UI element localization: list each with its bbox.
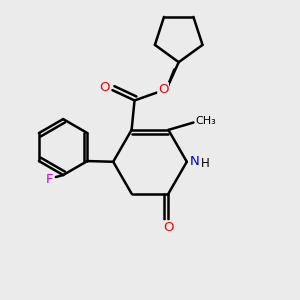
Text: F: F (46, 173, 54, 186)
Text: N: N (190, 155, 200, 168)
Text: CH₃: CH₃ (196, 116, 217, 126)
Text: O: O (163, 221, 174, 234)
Text: H: H (201, 157, 209, 170)
Text: O: O (158, 83, 168, 96)
Text: O: O (99, 81, 110, 94)
